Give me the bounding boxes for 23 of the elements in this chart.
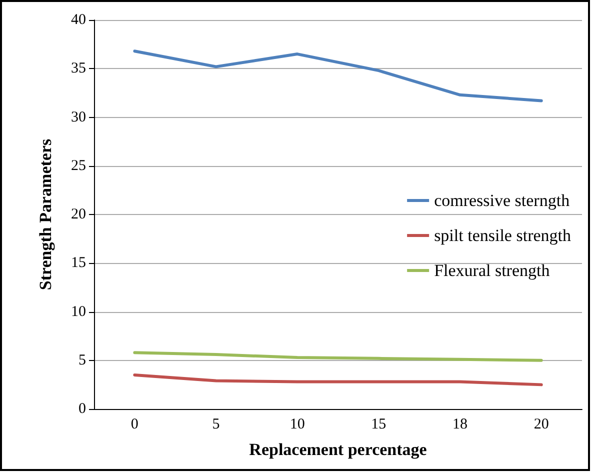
line-series [133, 351, 543, 362]
legend-label: comressive sterngth [434, 191, 570, 210]
y-tick-label: 15 [71, 255, 86, 272]
x-tick-label: 10 [290, 416, 305, 432]
legend-label: Flexural strength [434, 261, 550, 280]
y-tick-label: 5 [78, 352, 86, 368]
x-tick-label: 20 [534, 416, 549, 432]
line-series [133, 373, 543, 386]
y-tick-label: 40 [71, 12, 86, 28]
y-tick-label: 35 [71, 60, 86, 77]
x-tick-label: 5 [212, 416, 220, 432]
x-axis-title: Replacement percentage [249, 440, 428, 459]
line-series [133, 50, 543, 102]
y-tick-label: 0 [78, 401, 86, 417]
y-tick-label: 10 [71, 304, 86, 320]
legend-label: spilt tensile strength [434, 226, 572, 245]
y-axis-title: Strength Parameters [36, 138, 55, 290]
y-tick-label: 30 [71, 109, 86, 126]
y-tick-label: 25 [71, 158, 86, 174]
x-tick-label: 0 [130, 416, 138, 432]
x-tick-label: 18 [452, 416, 468, 432]
x-tick-label: 15 [371, 416, 386, 432]
y-tick-label: 20 [71, 206, 86, 222]
